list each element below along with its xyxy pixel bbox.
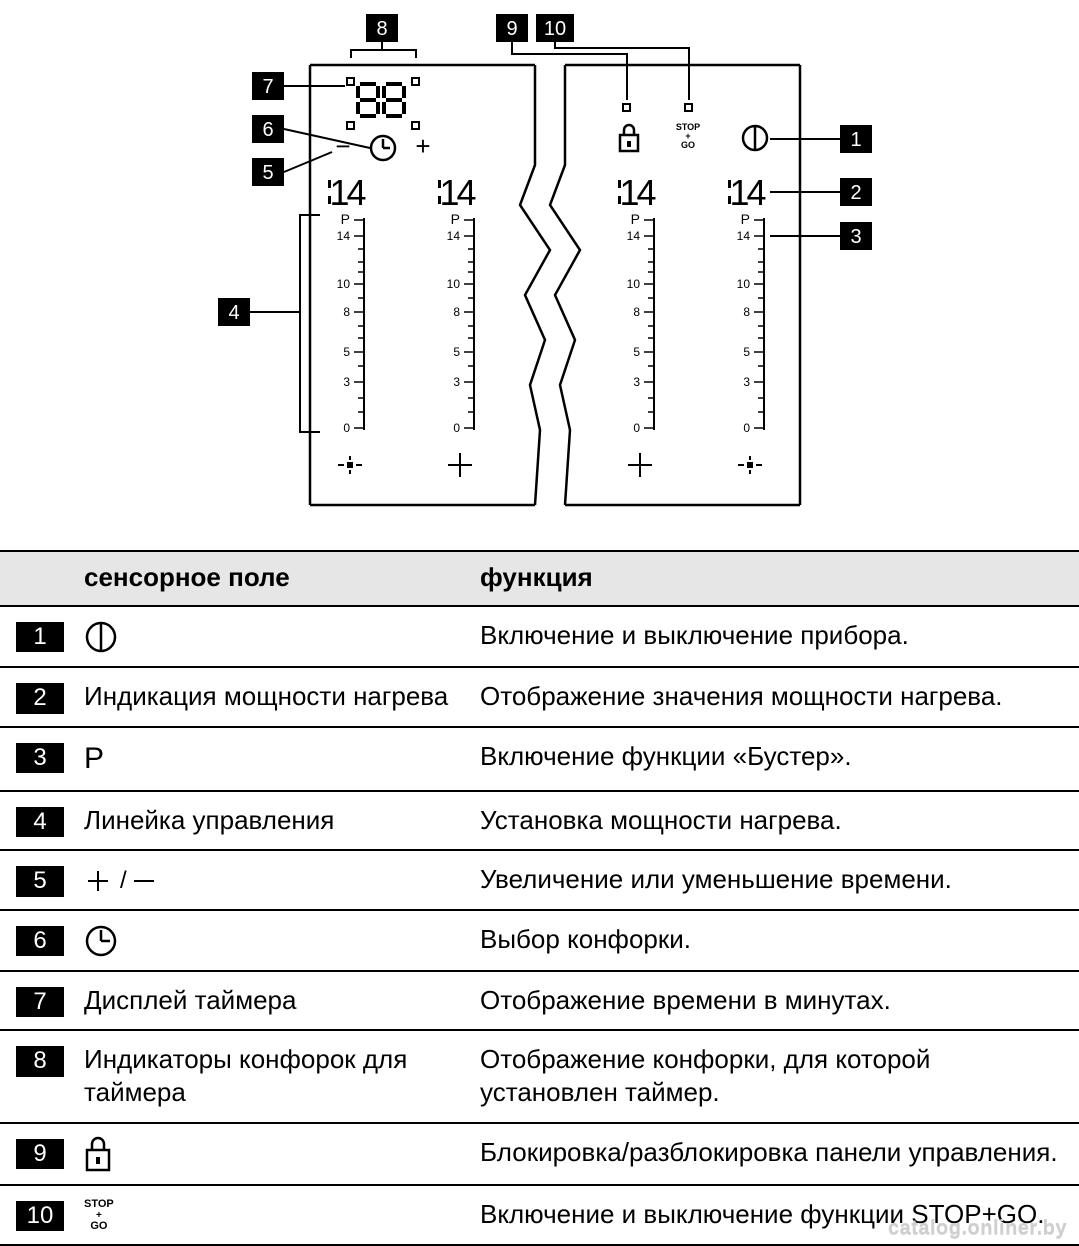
- svg-text:14: 14: [336, 229, 350, 243]
- function-cell: Включение и выключение функции STOP+GO.: [472, 1185, 1079, 1246]
- row-number-badge: 2: [16, 683, 64, 713]
- function-cell: Включение функции «Бустер».: [472, 727, 1079, 791]
- svg-text:0: 0: [743, 421, 750, 435]
- row-number-badge: 9: [16, 1139, 64, 1169]
- svg-text:5: 5: [743, 345, 750, 359]
- header-function: функция: [472, 551, 1079, 606]
- svg-text:GO: GO: [680, 140, 694, 150]
- svg-text:1: 1: [850, 129, 861, 151]
- sensor-cell: Линейка управления: [76, 791, 472, 850]
- function-cell: Выбор конфорки.: [472, 910, 1079, 971]
- svg-text:3: 3: [633, 375, 640, 389]
- svg-text:14: 14: [736, 229, 750, 243]
- table-row: 2 Индикация мощности нагрева Отображение…: [0, 667, 1079, 726]
- svg-text:14: 14: [729, 172, 766, 213]
- svg-text:8: 8: [343, 305, 350, 319]
- svg-text:P: P: [630, 211, 639, 227]
- header-sensor: сенсорное поле: [76, 551, 472, 606]
- function-cell: Отображение значения мощности нагрева.: [472, 667, 1079, 726]
- svg-text:4: 4: [228, 302, 239, 324]
- svg-text:8: 8: [453, 305, 460, 319]
- sensor-cell: [76, 606, 472, 667]
- svg-text:3: 3: [343, 375, 350, 389]
- function-cell: Блокировка/разблокировка панели управлен…: [472, 1123, 1079, 1185]
- svg-text:5: 5: [633, 345, 640, 359]
- row-number-badge: 7: [16, 987, 64, 1017]
- table-row: 3 P Включение функции «Бустер».: [0, 727, 1079, 791]
- svg-text:0: 0: [633, 421, 640, 435]
- svg-text:P: P: [740, 211, 749, 227]
- svg-text:5: 5: [262, 162, 273, 184]
- function-cell: Включение и выключение прибора.: [472, 606, 1079, 667]
- function-table: сенсорное поле функция 1 Включение и вык…: [0, 550, 1079, 1246]
- row-number-badge: 5: [16, 866, 64, 896]
- minus-symbol: −: [335, 131, 350, 161]
- svg-text:3: 3: [743, 375, 750, 389]
- svg-text:10: 10: [446, 277, 460, 291]
- function-cell: Увеличение или уменьшение времени.: [472, 850, 1079, 909]
- plus-symbol: +: [415, 131, 430, 161]
- row-number-badge: 3: [16, 743, 64, 773]
- sensor-cell: Дисплей таймера: [76, 971, 472, 1030]
- row-number-badge: 10: [16, 1201, 64, 1231]
- stopgo-icon: STOP + GO: [84, 1199, 114, 1232]
- svg-text:5: 5: [343, 345, 350, 359]
- svg-text:6: 6: [262, 119, 273, 141]
- header-num: [0, 551, 76, 606]
- function-cell: Отображение конфорки, для которой устано…: [472, 1030, 1079, 1123]
- sensor-cell: [76, 1123, 472, 1185]
- table-row: 8 Индикаторы конфорок для таймера Отобра…: [0, 1030, 1079, 1123]
- function-cell: Установка мощности нагрева.: [472, 791, 1079, 850]
- svg-text:3: 3: [453, 375, 460, 389]
- svg-text:10: 10: [736, 277, 750, 291]
- row-number-badge: 1: [16, 622, 64, 652]
- table-row: 7 Дисплей таймера Отображение времени в …: [0, 971, 1079, 1030]
- svg-text:7: 7: [262, 76, 273, 98]
- table-row: 6 Выбор конфорки.: [0, 910, 1079, 971]
- svg-text:10: 10: [543, 18, 565, 40]
- row-number-badge: 4: [16, 807, 64, 837]
- svg-text:P: P: [450, 211, 459, 227]
- svg-text:14: 14: [446, 229, 460, 243]
- svg-text:/: /: [120, 867, 127, 894]
- plus-minus-icon: /: [84, 866, 164, 896]
- table-row: 9 Блокировка/разблокировка панели управл…: [0, 1123, 1079, 1185]
- svg-text:14: 14: [626, 229, 640, 243]
- table-row: 4 Линейка управления Установка мощности …: [0, 791, 1079, 850]
- sensor-cell: P: [76, 727, 472, 791]
- svg-text:9: 9: [506, 18, 517, 40]
- svg-text:14: 14: [439, 172, 476, 213]
- sensor-cell: [76, 910, 472, 971]
- clock-icon: [84, 924, 118, 958]
- svg-text:3: 3: [850, 226, 861, 248]
- sensor-cell: Индикация мощности нагрева: [76, 667, 472, 726]
- svg-text:0: 0: [453, 421, 460, 435]
- power-icon: [84, 620, 118, 654]
- lock-icon: [84, 1136, 114, 1172]
- svg-text:14: 14: [619, 172, 656, 213]
- svg-text:10: 10: [626, 277, 640, 291]
- sensor-cell: STOP + GO: [76, 1185, 472, 1246]
- p-icon: P: [84, 742, 104, 775]
- svg-text:2: 2: [850, 182, 861, 204]
- svg-text:8: 8: [376, 18, 387, 40]
- function-cell: Отображение времени в минутах.: [472, 971, 1079, 1030]
- table-row: 5 / Увеличение или уменьшение времени.: [0, 850, 1079, 909]
- control-panel-diagram: − +: [0, 0, 1079, 550]
- svg-text:0: 0: [343, 421, 350, 435]
- svg-text:14: 14: [329, 172, 366, 213]
- svg-text:5: 5: [453, 345, 460, 359]
- svg-text:10: 10: [336, 277, 350, 291]
- table-row: 10 STOP + GO Включение и выключение функ…: [0, 1185, 1079, 1246]
- row-number-badge: 8: [16, 1046, 64, 1076]
- table-row: 1 Включение и выключение прибора.: [0, 606, 1079, 667]
- svg-text:P: P: [340, 211, 349, 227]
- sensor-cell: /: [76, 850, 472, 909]
- svg-text:8: 8: [743, 305, 750, 319]
- row-number-badge: 6: [16, 926, 64, 956]
- svg-text:8: 8: [633, 305, 640, 319]
- sensor-cell: Индикаторы конфорок для таймера: [76, 1030, 472, 1123]
